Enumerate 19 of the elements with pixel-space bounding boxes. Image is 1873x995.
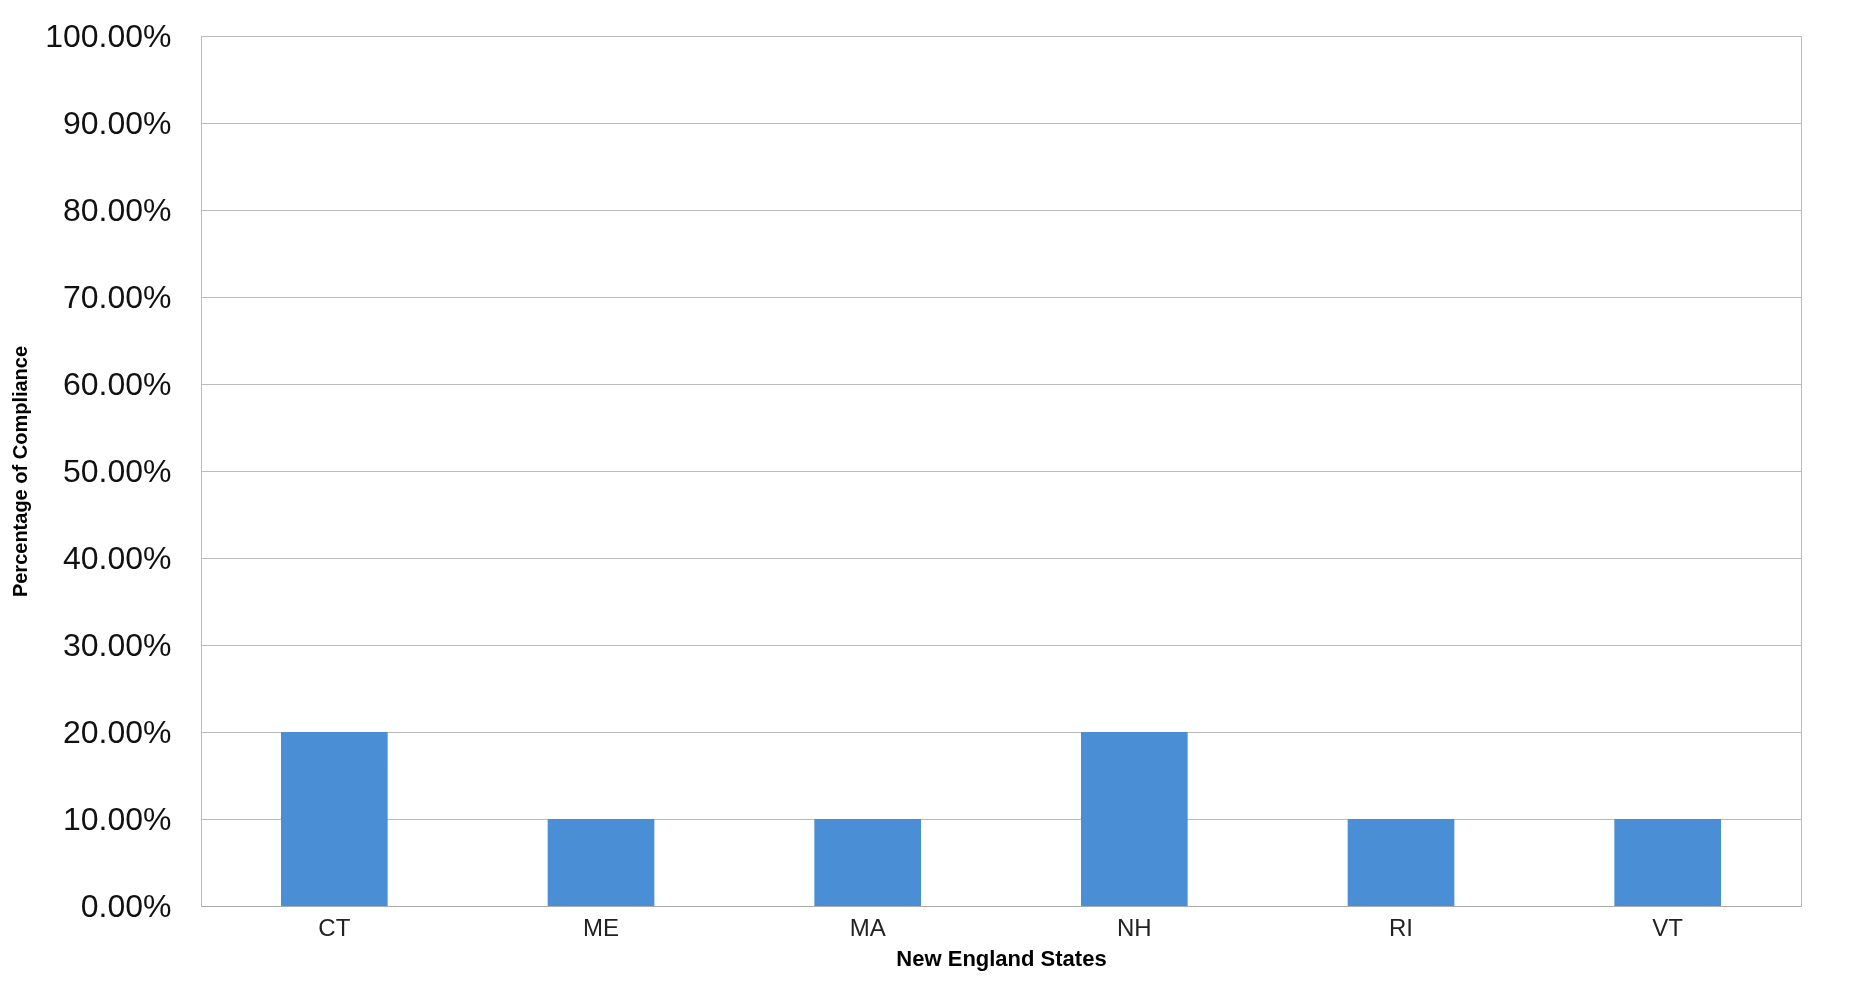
x-axis-title: New England States xyxy=(896,945,1107,971)
x-tick-label: RI xyxy=(1389,913,1413,941)
y-tick-label: 80.00% xyxy=(62,191,172,228)
y-tick-label: 90.00% xyxy=(62,104,172,141)
y-tick-label: 40.00% xyxy=(62,539,172,576)
y-tick-label: 0.00% xyxy=(80,887,172,924)
x-tick-label: MA xyxy=(849,913,886,941)
x-tick-label: VT xyxy=(1652,913,1684,941)
x-tick-label: ME xyxy=(583,913,619,941)
y-tick-label: 100.00% xyxy=(45,17,172,54)
y-axis-title: Percentage of Compliance xyxy=(9,345,32,598)
y-tick-label: 10.00% xyxy=(62,800,172,837)
x-tick-label: NH xyxy=(1117,913,1152,941)
y-tick-label: 30.00% xyxy=(62,626,172,663)
y-tick-label: 70.00% xyxy=(62,278,172,315)
y-tick-label: 60.00% xyxy=(62,365,172,402)
x-tick-label: CT xyxy=(318,913,351,941)
y-tick-label: 20.00% xyxy=(62,713,172,750)
y-tick-label: 50.00% xyxy=(62,452,172,489)
